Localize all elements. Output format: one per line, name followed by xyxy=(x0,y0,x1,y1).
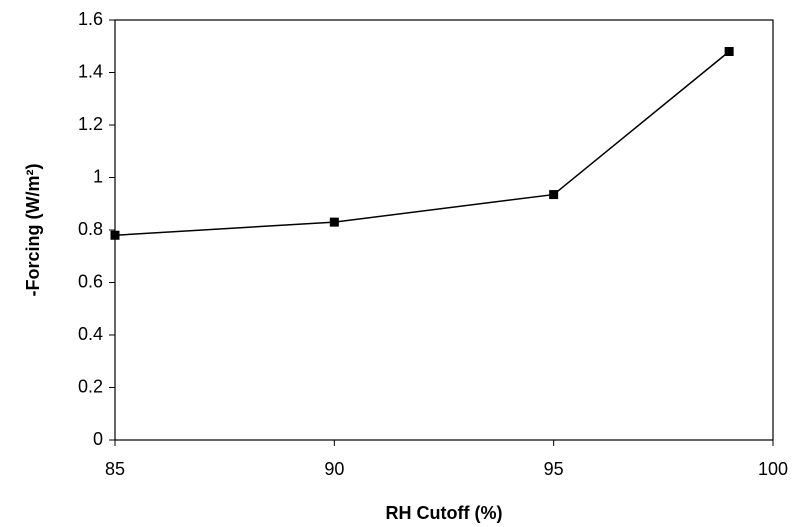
x-tick-label: 100 xyxy=(758,459,788,479)
series-line xyxy=(114,50,730,236)
y-tick-label: 0.6 xyxy=(78,271,103,291)
x-tick-label: 90 xyxy=(324,459,344,479)
marker xyxy=(110,230,120,240)
y-tick-label: 1.2 xyxy=(78,114,103,134)
x-tick-label: 95 xyxy=(544,459,564,479)
y-tick-label: 0 xyxy=(93,429,103,449)
marker xyxy=(549,190,559,200)
marker xyxy=(724,47,734,56)
y-tick-label: 0.8 xyxy=(78,219,103,239)
y-tick-label: 0.4 xyxy=(78,324,103,344)
x-tick-label: 85 xyxy=(105,459,125,479)
marker xyxy=(329,217,339,227)
y-axis-title: -Forcing (W/m²) xyxy=(23,164,43,297)
y-tick-label: 1.4 xyxy=(78,61,103,81)
y-tick-label: 1 xyxy=(93,166,103,186)
y-tick-label: 1.6 xyxy=(78,9,103,29)
y-tick-label: 0.2 xyxy=(78,376,103,396)
x-axis-title: RH Cutoff (%) xyxy=(386,503,503,523)
